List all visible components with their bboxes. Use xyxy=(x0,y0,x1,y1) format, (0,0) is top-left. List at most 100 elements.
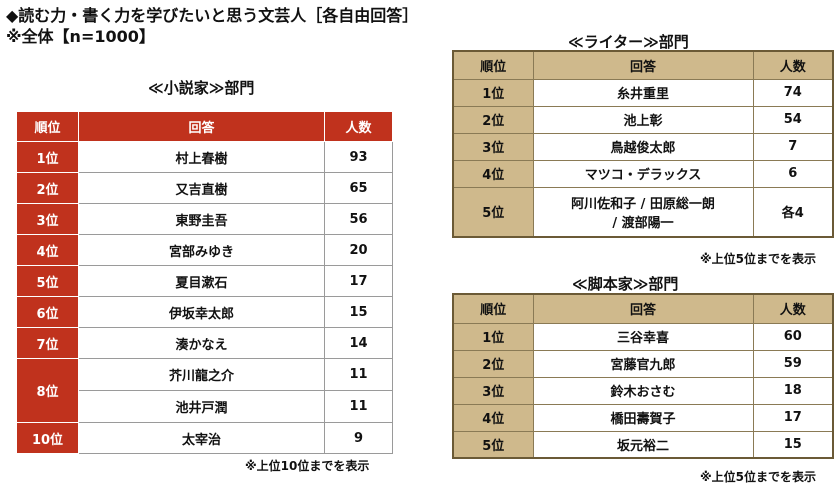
count-cell: 20 xyxy=(324,234,393,266)
rank-cell: 8位 xyxy=(16,358,79,423)
rank-cell: 4位 xyxy=(452,159,534,188)
column-header-rank: 順位 xyxy=(16,111,79,142)
writer-table: 順位 回答 人数 1位 糸井重里 74 2位 池上彰 54 3位 鳥越俊太郎 7… xyxy=(452,50,834,238)
count-cell: 54 xyxy=(752,105,834,134)
table-row: 5位 坂元裕二 15 xyxy=(452,430,834,459)
count-cell: 60 xyxy=(752,322,834,351)
table-row: 2位 宮藤官九郎 59 xyxy=(452,349,834,378)
answer-cell: マツコ・デラックス xyxy=(532,159,754,188)
table-row: 4位 宮部みゆき 20 xyxy=(16,234,393,266)
table-row: 3位 東野圭吾 56 xyxy=(16,203,393,235)
count-cell: 56 xyxy=(324,203,393,235)
column-header-count: 人数 xyxy=(752,293,834,324)
page-subtitle: ※全体【n=1000】 xyxy=(6,27,155,46)
answer-cell: 鳥越俊太郎 xyxy=(532,132,754,161)
count-cell: 7 xyxy=(752,132,834,161)
novelist-note: ※上位10位までを表示 xyxy=(245,459,370,473)
screenwriter-section-title: ≪脚本家≫部門 xyxy=(572,275,679,293)
table-row: 10位 太宰治 9 xyxy=(16,422,393,454)
column-header-rank: 順位 xyxy=(452,50,534,80)
rank-cell: 4位 xyxy=(452,403,534,432)
table-row: 2位 又吉直樹 65 xyxy=(16,172,393,204)
rank-cell: 1位 xyxy=(16,141,79,173)
answer-cell: 東野圭吾 xyxy=(78,203,325,235)
answer-cell: 橋田壽賀子 xyxy=(532,403,754,432)
rank-cell: 7位 xyxy=(16,327,79,359)
answer-cell: 又吉直樹 xyxy=(78,172,325,204)
answer-cell: 夏目漱石 xyxy=(78,265,325,297)
rank-cell: 2位 xyxy=(452,349,534,378)
column-header-answer: 回答 xyxy=(78,111,325,142)
rank-cell: 3位 xyxy=(16,203,79,235)
rank-cell: 5位 xyxy=(452,430,534,459)
rank-cell: 1位 xyxy=(452,78,534,107)
page-title: ◆読む力・書く力を学びたいと思う文芸人［各自由回答］ xyxy=(6,6,419,25)
rank-cell: 3位 xyxy=(452,132,534,161)
count-cell: 11 xyxy=(324,390,393,423)
table-row: 6位 伊坂幸太郎 15 xyxy=(16,296,393,328)
writer-note: ※上位5位までを表示 xyxy=(700,252,817,266)
count-cell: 93 xyxy=(324,141,393,173)
count-cell: 各4 xyxy=(752,186,834,238)
novelist-table: 順位 回答 人数 1位 村上春樹 93 2位 又吉直樹 65 3位 東野圭吾 5… xyxy=(16,111,393,454)
count-cell: 9 xyxy=(324,422,393,454)
table-row: 1位 糸井重里 74 xyxy=(452,78,834,107)
table-row: 2位 池上彰 54 xyxy=(452,105,834,134)
table-row: 7位 湊かなえ 14 xyxy=(16,327,393,359)
count-cell: 6 xyxy=(752,159,834,188)
rank-cell: 6位 xyxy=(16,296,79,328)
answer-cell: 芥川龍之介 xyxy=(78,358,325,391)
count-cell: 11 xyxy=(324,358,393,391)
novelist-section-title: ≪小説家≫部門 xyxy=(148,79,255,97)
rank-cell: 4位 xyxy=(16,234,79,266)
answer-cell: 太宰治 xyxy=(78,422,325,454)
rank-cell: 1位 xyxy=(452,322,534,351)
answer-cell: 宮藤官九郎 xyxy=(532,349,754,378)
count-cell: 17 xyxy=(324,265,393,297)
count-cell: 15 xyxy=(324,296,393,328)
count-cell: 59 xyxy=(752,349,834,378)
answer-line-2: / 渡部陽一 xyxy=(612,215,674,231)
rank-cell: 5位 xyxy=(452,186,534,238)
rank-cell: 3位 xyxy=(452,376,534,405)
table-row: 4位 マツコ・デラックス 6 xyxy=(452,159,834,188)
table-row: 池井戸潤 11 xyxy=(17,390,393,423)
writer-section-title: ≪ライター≫部門 xyxy=(568,33,689,51)
column-header-answer: 回答 xyxy=(532,293,754,324)
answer-line-1: 阿川佐和子 / 田原総一朗 xyxy=(571,196,715,212)
answer-cell: 池上彰 xyxy=(532,105,754,134)
rank-cell: 2位 xyxy=(452,105,534,134)
answer-cell: 阿川佐和子 / 田原総一朗 / 渡部陽一 xyxy=(532,186,754,238)
count-cell: 74 xyxy=(752,78,834,107)
answer-cell: 村上春樹 xyxy=(78,141,325,173)
table-row: 5位 夏目漱石 17 xyxy=(16,265,393,297)
column-header-count: 人数 xyxy=(324,111,393,142)
column-header-answer: 回答 xyxy=(532,50,754,80)
answer-cell: 湊かなえ xyxy=(78,327,325,359)
rank-cell: 10位 xyxy=(16,422,79,454)
count-cell: 15 xyxy=(752,430,834,459)
table-row: 3位 鳥越俊太郎 7 xyxy=(452,132,834,161)
table-row: 5位 阿川佐和子 / 田原総一朗 / 渡部陽一 各4 xyxy=(452,186,834,238)
table-row: 1位 村上春樹 93 xyxy=(16,141,393,173)
table-row: 3位 鈴木おさむ 18 xyxy=(452,376,834,405)
rank-cell: 5位 xyxy=(16,265,79,297)
column-header-rank: 順位 xyxy=(452,293,534,324)
count-cell: 14 xyxy=(324,327,393,359)
table-row: 8位 芥川龍之介 11 xyxy=(16,358,393,423)
table-row: 1位 三谷幸喜 60 xyxy=(452,322,834,351)
screenwriter-table: 順位 回答 人数 1位 三谷幸喜 60 2位 宮藤官九郎 59 3位 鈴木おさむ… xyxy=(452,293,834,459)
count-cell: 17 xyxy=(752,403,834,432)
table-row: 4位 橋田壽賀子 17 xyxy=(452,403,834,432)
column-header-count: 人数 xyxy=(752,50,834,80)
answer-cell: 三谷幸喜 xyxy=(532,322,754,351)
count-cell: 18 xyxy=(752,376,834,405)
answer-cell: 宮部みゆき xyxy=(78,234,325,266)
answer-cell: 鈴木おさむ xyxy=(532,376,754,405)
screenwriter-note: ※上位5位までを表示 xyxy=(700,470,817,484)
count-cell: 65 xyxy=(324,172,393,204)
answer-cell: 糸井重里 xyxy=(532,78,754,107)
answer-cell: 伊坂幸太郎 xyxy=(78,296,325,328)
rank-cell: 2位 xyxy=(16,172,79,204)
answer-cell: 池井戸潤 xyxy=(78,390,325,423)
